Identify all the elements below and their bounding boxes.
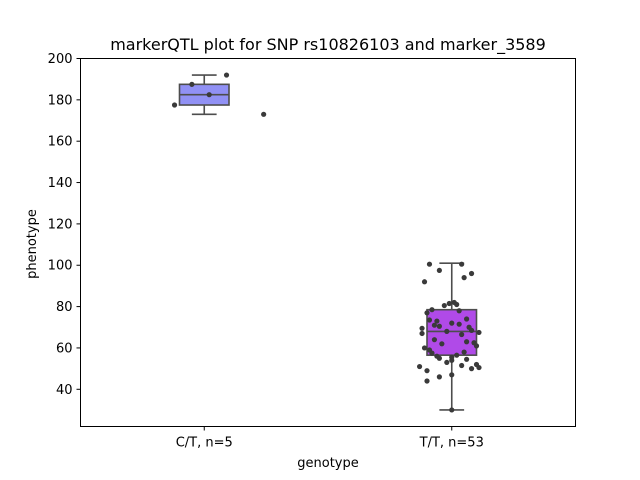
- data-point: [454, 301, 460, 308]
- x-tick-label: T/T, n=53: [419, 436, 484, 451]
- data-point: [473, 343, 480, 349]
- data-point: [419, 330, 425, 337]
- data-point: [424, 310, 430, 316]
- y-tick-label: 100: [48, 259, 73, 274]
- data-point: [436, 374, 442, 380]
- data-point: [459, 261, 465, 267]
- data-point: [189, 81, 195, 87]
- data-point: [456, 308, 462, 314]
- data-point: [436, 355, 442, 361]
- data-point: [476, 329, 482, 336]
- data-point: [421, 345, 428, 351]
- data-point: [223, 72, 230, 78]
- data-point: [426, 317, 433, 323]
- y-tick-label: 200: [48, 52, 73, 67]
- data-point: [431, 322, 438, 328]
- data-point: [429, 307, 435, 313]
- data-point: [461, 349, 467, 355]
- data-point: [424, 368, 430, 374]
- data-point: [468, 270, 475, 277]
- y-tick-label: 160: [48, 135, 73, 150]
- data-point: [464, 316, 470, 322]
- data-point: [449, 320, 455, 326]
- box-iqr: [426, 308, 478, 356]
- plot-area: [171, 72, 482, 413]
- data-point: [468, 327, 475, 333]
- data-point: [476, 364, 482, 371]
- y-tick-label: 80: [56, 300, 73, 315]
- data-point: [459, 331, 465, 338]
- data-point: [171, 102, 178, 108]
- data-point: [449, 372, 455, 378]
- y-tick-label: 180: [48, 93, 73, 108]
- data-point: [439, 341, 445, 347]
- data-point: [446, 300, 452, 307]
- data-point: [436, 267, 442, 274]
- data-point: [461, 275, 467, 281]
- data-point: [261, 111, 267, 117]
- y-tick-label: 120: [48, 217, 73, 232]
- chart-title: markerQTL plot for SNP rs10826103 and ma…: [110, 35, 546, 55]
- data-point: [419, 325, 425, 331]
- data-point: [416, 363, 423, 370]
- data-point: [459, 362, 465, 369]
- data-point: [206, 92, 212, 98]
- data-point: [436, 323, 442, 329]
- data-point: [429, 350, 435, 356]
- data-point: [464, 356, 470, 362]
- data-point: [454, 352, 460, 358]
- data-point: [431, 337, 438, 343]
- axes: 40 60 80 100 120 140 160 180 200 C/T, n=5 T/T, n=5…: [48, 52, 484, 451]
- x-axis-label: genotype: [297, 456, 358, 471]
- plot-frame: [80, 58, 576, 427]
- data-point: [424, 378, 430, 384]
- y-tick-label: 40: [56, 383, 73, 398]
- x-tick-label: C/T, n=5: [176, 436, 233, 451]
- data-point: [434, 318, 440, 324]
- data-point: [456, 321, 462, 327]
- data-point: [426, 261, 433, 267]
- data-point: [468, 366, 475, 372]
- data-point: [449, 407, 455, 413]
- y-tick-label: 140: [48, 176, 73, 191]
- data-point: [449, 357, 455, 363]
- data-point: [444, 359, 450, 366]
- y-axis-label: phenotype: [25, 209, 40, 279]
- y-tick-label: 60: [56, 341, 73, 356]
- data-point: [421, 279, 428, 285]
- data-point: [444, 328, 450, 334]
- data-point: [464, 339, 470, 345]
- data-point: [441, 302, 447, 309]
